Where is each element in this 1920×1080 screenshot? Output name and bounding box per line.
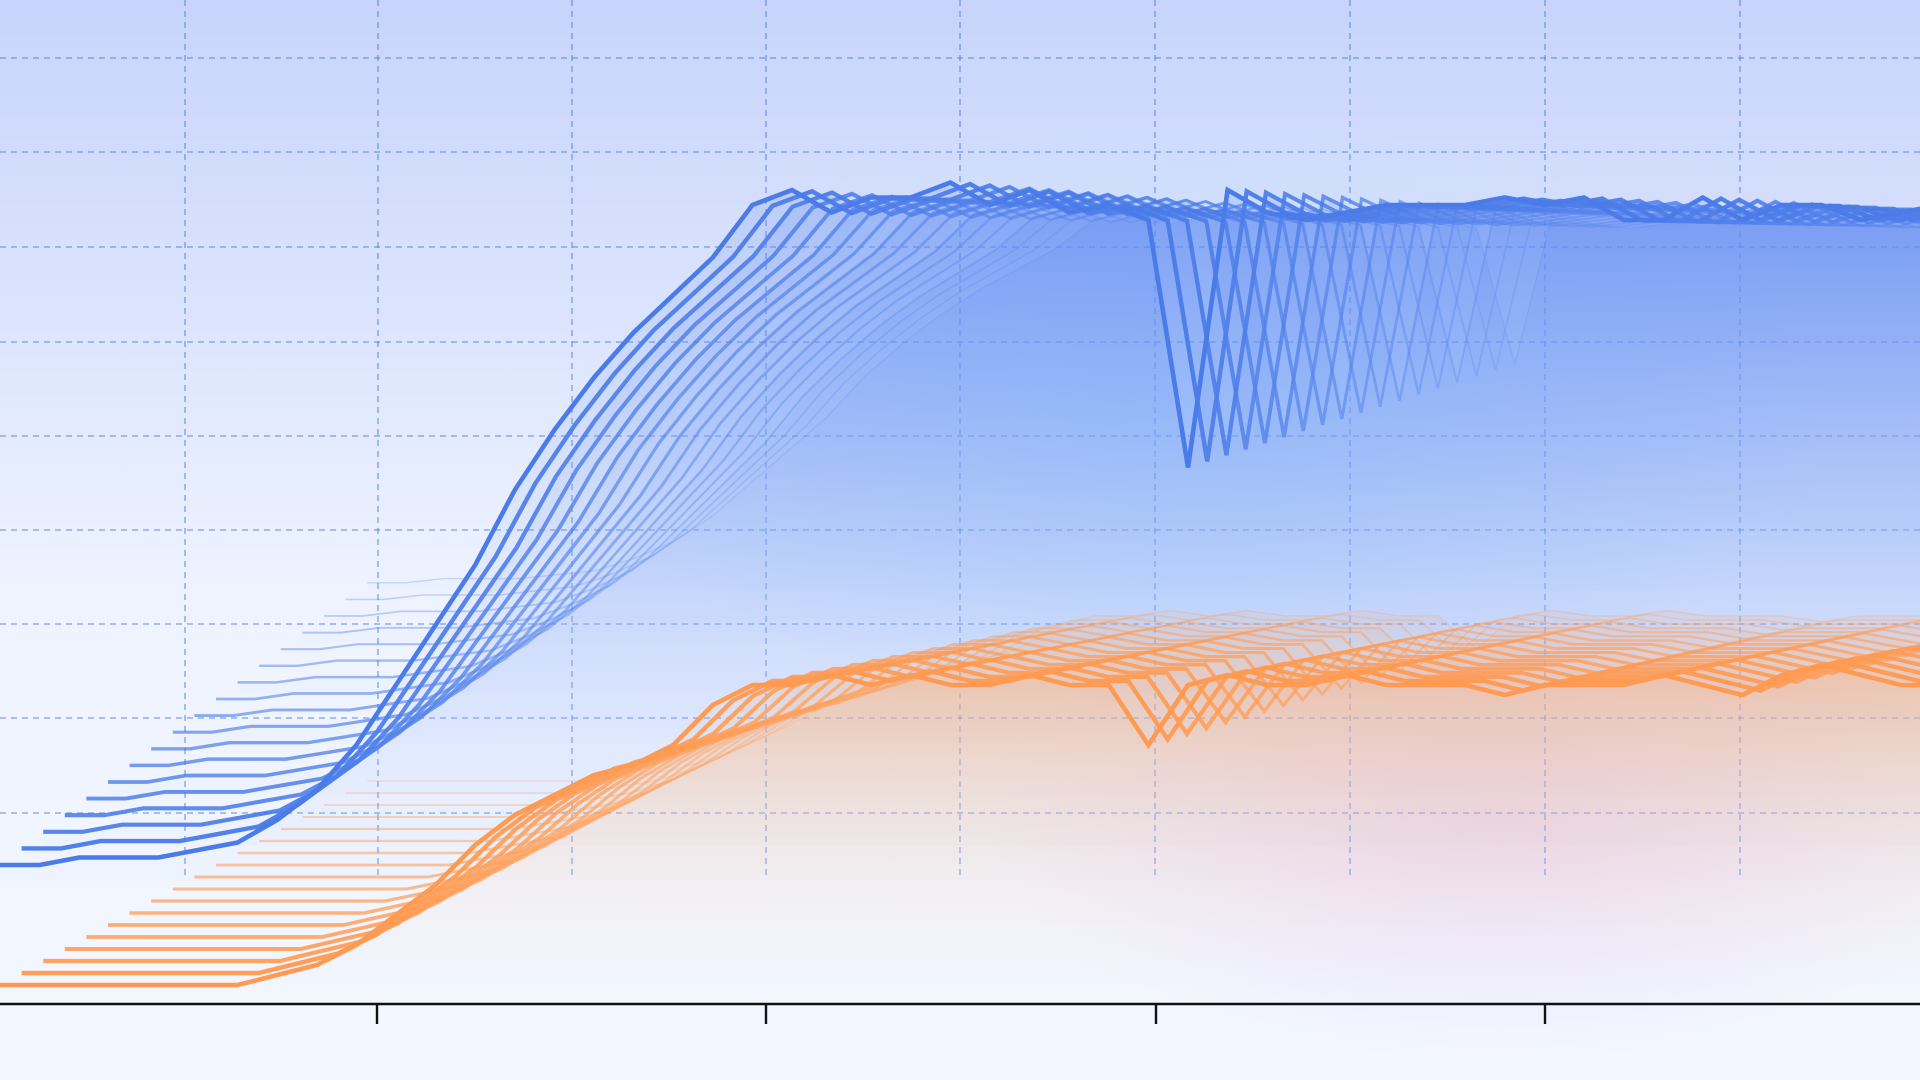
series-blue-line [0, 179, 1920, 868]
x-axis [0, 1002, 1920, 1024]
series-orange-area [0, 665, 1920, 985]
series-orange-line [0, 662, 1920, 988]
series-layers [0, 179, 1920, 988]
